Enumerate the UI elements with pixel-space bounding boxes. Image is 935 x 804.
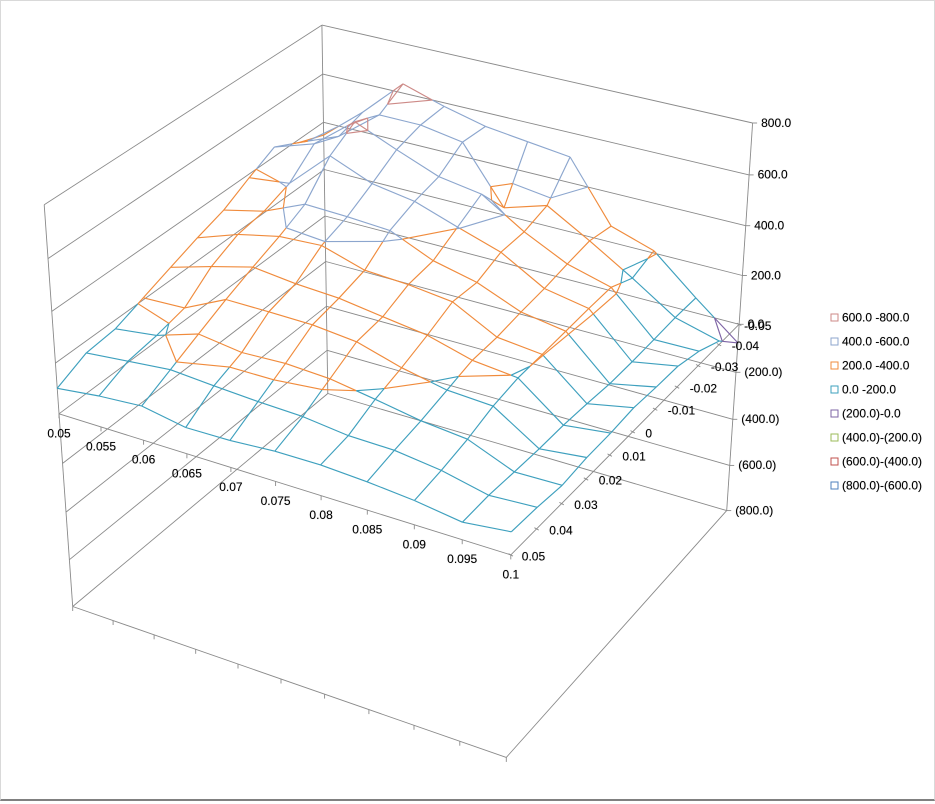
svg-text:0.0: 0.0 [748,317,765,331]
svg-text:200.0: 200.0 [751,268,781,282]
svg-text:0.03: 0.03 [574,498,598,512]
svg-text:(800.0): (800.0) [735,503,773,517]
svg-text:200.0 -400.0: 200.0 -400.0 [842,359,910,373]
svg-text:0.095: 0.095 [447,552,477,566]
svg-text:0: 0 [645,426,652,440]
svg-text:0.075: 0.075 [261,494,291,508]
svg-text:0.08: 0.08 [309,508,333,522]
svg-text:0.02: 0.02 [599,474,623,488]
svg-text:400.0: 400.0 [754,219,784,233]
svg-text:0.1: 0.1 [502,567,519,581]
svg-text:-0.01: -0.01 [668,404,696,418]
svg-text:(400.0): (400.0) [741,412,779,426]
svg-text:0.05: 0.05 [47,426,71,440]
svg-text:0.01: 0.01 [622,450,646,464]
svg-text:600.0 -800.0: 600.0 -800.0 [842,311,910,325]
svg-text:-0.04: -0.04 [732,339,760,353]
svg-text:0.09: 0.09 [403,537,427,551]
svg-text:0.07: 0.07 [219,480,243,494]
svg-text:0.05: 0.05 [522,549,546,563]
svg-text:0.055: 0.055 [86,439,116,453]
svg-text:0.085: 0.085 [352,523,382,537]
svg-text:800.0: 800.0 [761,116,791,130]
svg-text:400.0 -600.0: 400.0 -600.0 [842,335,910,349]
svg-text:0.06: 0.06 [132,453,156,467]
svg-text:(200.0): (200.0) [744,365,782,379]
svg-text:(200.0)-0.0: (200.0)-0.0 [842,407,901,421]
svg-text:(800.0)-(600.0): (800.0)-(600.0) [842,479,922,493]
svg-text:(600.0)-(400.0): (600.0)-(400.0) [842,455,922,469]
svg-text:0.04: 0.04 [549,523,573,537]
svg-text:(400.0)-(200.0): (400.0)-(200.0) [842,431,922,445]
svg-text:0.0 -200.0: 0.0 -200.0 [842,383,896,397]
svg-text:600.0: 600.0 [758,168,788,182]
svg-text:(600.0): (600.0) [738,458,776,472]
svg-text:-0.03: -0.03 [711,360,739,374]
svg-text:0.065: 0.065 [172,466,202,480]
svg-text:-0.02: -0.02 [690,382,718,396]
